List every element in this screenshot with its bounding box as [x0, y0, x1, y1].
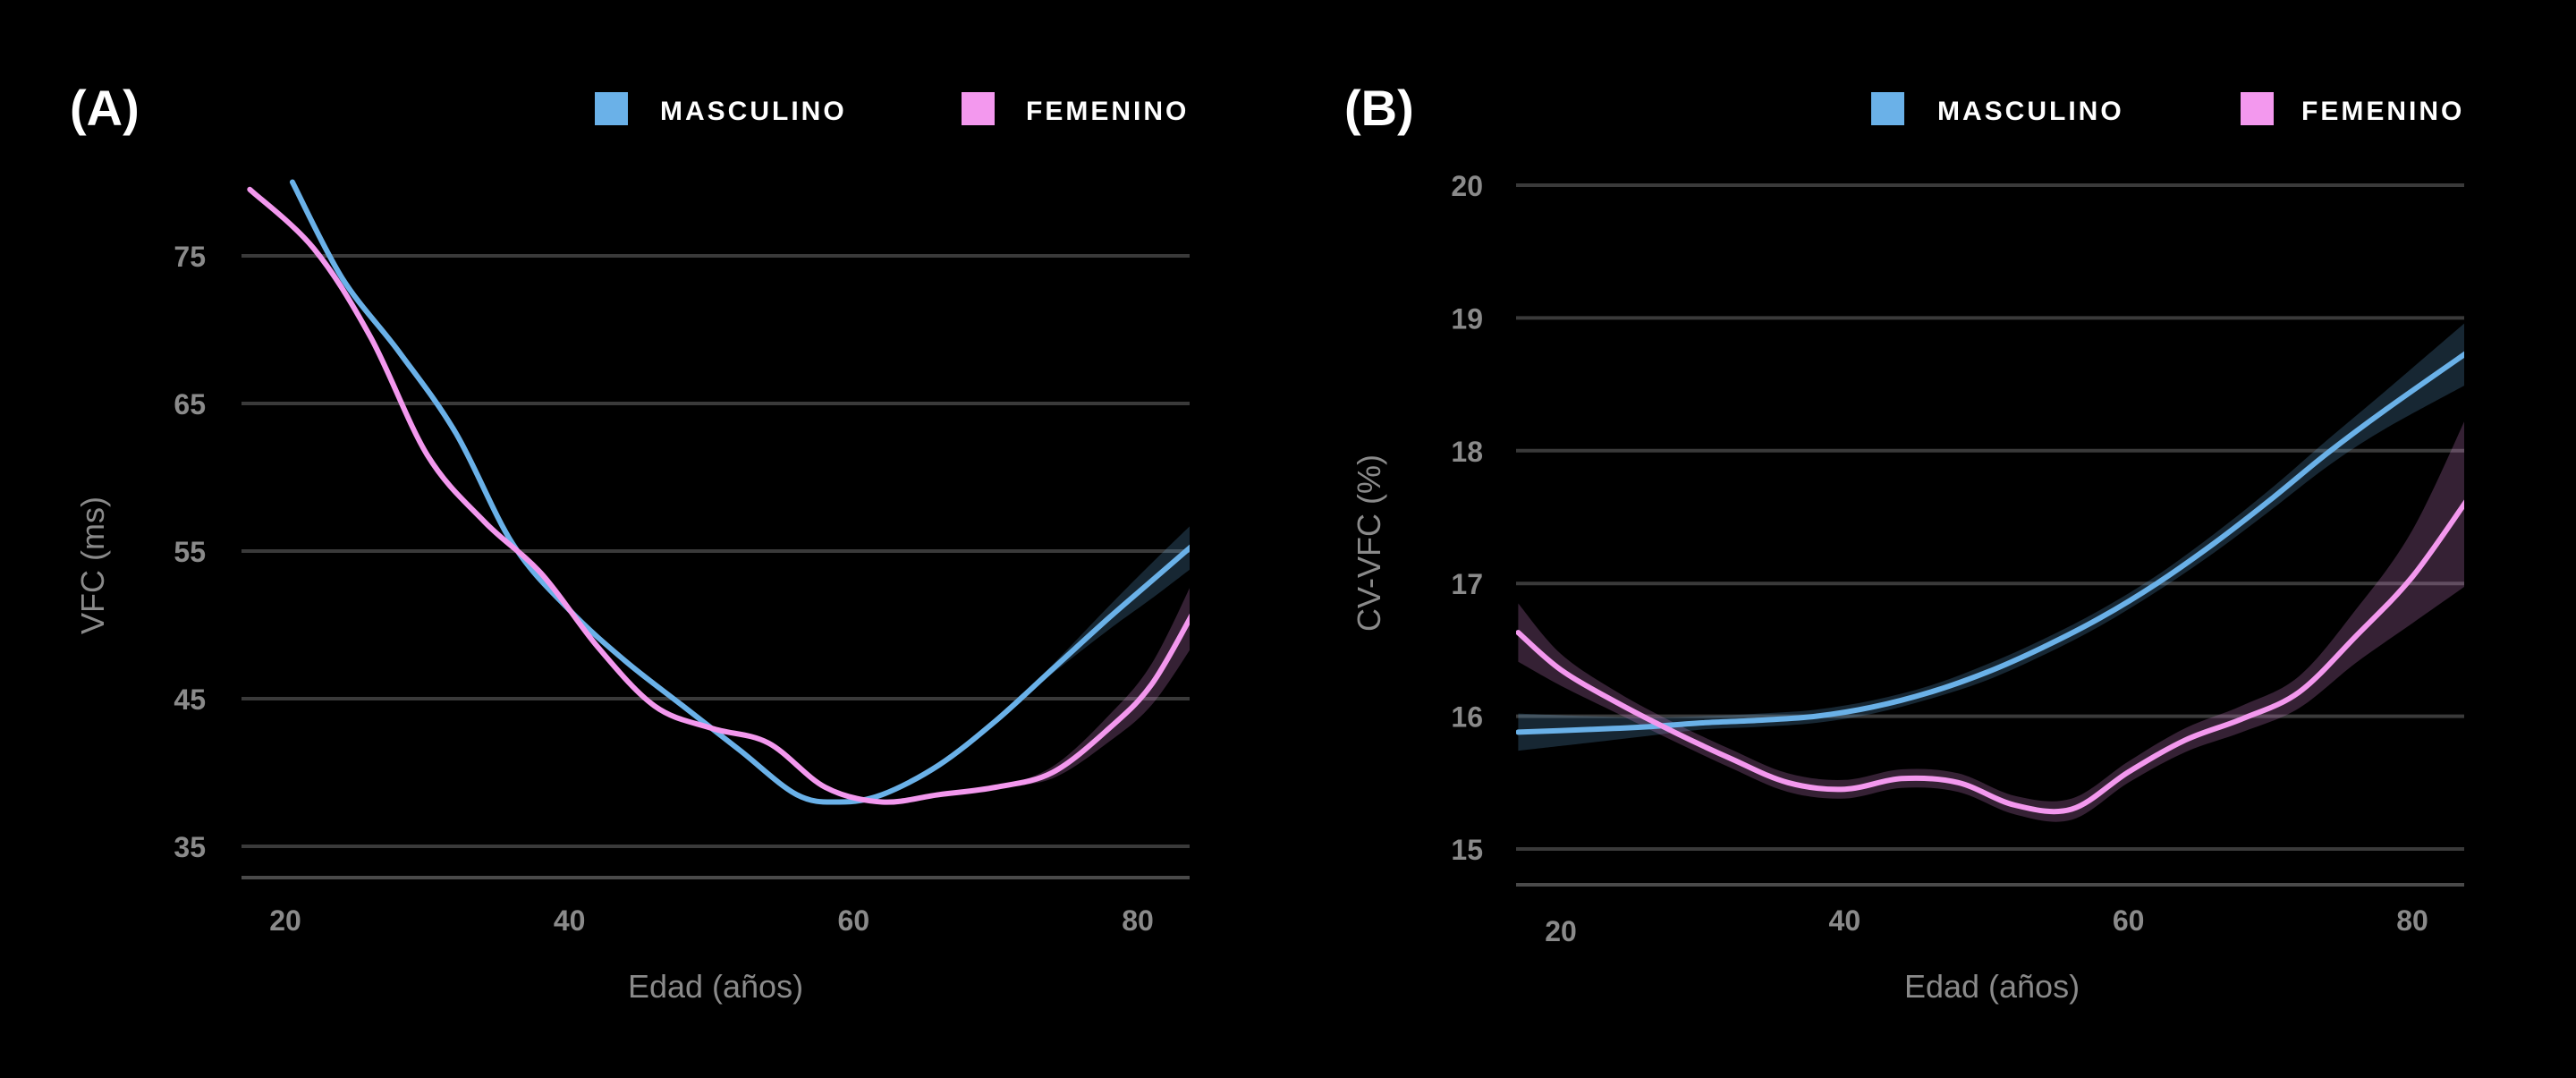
- panel-a-line-masculino: [289, 179, 1190, 805]
- panel-a-x-tick-40: 40: [554, 904, 586, 937]
- panel-a-y-axis-title: VFC (ms): [74, 497, 111, 634]
- panel-b-x-axis-title: Edad (años): [1904, 968, 2080, 1005]
- panel-a-y-tick-65: 65: [174, 388, 206, 420]
- panel-a-x-tick-20: 20: [269, 904, 301, 937]
- panel-b-line-masculino: [1516, 351, 2464, 735]
- panel-b-band-masculino: [1518, 323, 2464, 751]
- panel-a-label: (A): [70, 80, 140, 136]
- panel-a-legend-masculino-swatch: [595, 92, 628, 125]
- panel-a-x-axis-title: Edad (años): [628, 968, 803, 1005]
- panel-a-y-tick-55: 55: [174, 536, 206, 568]
- panel-a-legend-masculino-label: MASCULINO: [660, 97, 847, 126]
- panel-a-legend-femenino-label: FEMENINO: [1026, 97, 1189, 126]
- panel-b: (B) MASCULINO FEMENINO 20 19 18 17 16 15 20 40…: [1344, 80, 2464, 1005]
- panel-b-x-tick-60: 60: [2113, 904, 2145, 937]
- panel-b-y-tick-16: 16: [1451, 701, 1483, 734]
- panel-b-line-femenino: [1516, 499, 2464, 815]
- panel-b-y-tick-15: 15: [1451, 834, 1483, 866]
- panel-b-legend-masculino-swatch: [1871, 92, 1904, 125]
- panel-b-legend-masculino-label: MASCULINO: [1937, 97, 2124, 126]
- panel-b-y-tick-20: 20: [1451, 170, 1483, 202]
- panel-b-y-tick-18: 18: [1451, 436, 1483, 468]
- panel-a-x-tick-80: 80: [1122, 904, 1154, 937]
- panel-b-x-tick-20: 20: [1545, 915, 1577, 947]
- panel-b-label: (B): [1344, 80, 1414, 136]
- panel-a-x-tick-60: 60: [838, 904, 870, 937]
- panel-a-legend-femenino-swatch: [962, 92, 995, 125]
- panel-a-y-tick-75: 75: [174, 241, 206, 273]
- panel-b-y-tick-17: 17: [1451, 568, 1483, 600]
- panel-a-line-femenino: [247, 186, 1190, 805]
- panel-a: (A) MASCULINO FEMENINO 75 65 55 45 35 20 40 60…: [70, 80, 1190, 1005]
- panel-b-y-axis-title: CV-VFC (%): [1351, 454, 1387, 632]
- panel-a-y-tick-35: 35: [174, 831, 206, 863]
- panel-a-y-tick-45: 45: [174, 683, 206, 716]
- panel-b-legend-femenino-swatch: [2241, 92, 2274, 125]
- panel-b-x-tick-80: 80: [2396, 904, 2428, 937]
- panel-b-y-tick-19: 19: [1451, 302, 1483, 335]
- panel-b-legend-femenino-label: FEMENINO: [2301, 97, 2464, 126]
- panel-b-x-tick-40: 40: [1829, 904, 1861, 937]
